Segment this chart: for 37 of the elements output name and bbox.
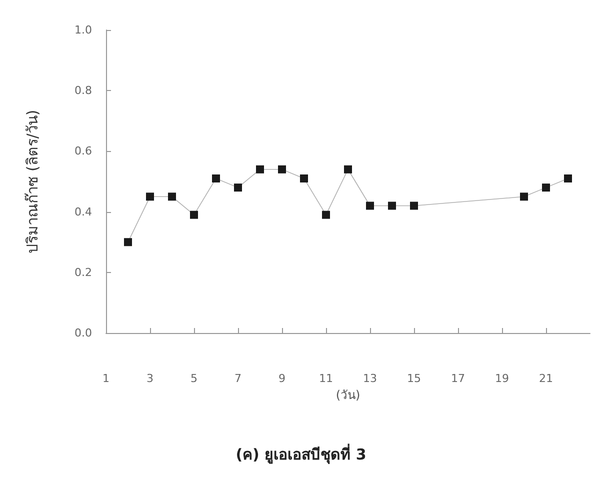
- y-tick-label: 0.0: [74, 326, 92, 340]
- point: [344, 165, 352, 174]
- point: [322, 210, 330, 219]
- x-tick-label: 21: [539, 372, 553, 385]
- point: [366, 202, 374, 210]
- y-tick-label: 0.2: [74, 266, 92, 279]
- point: [190, 210, 198, 219]
- point: [278, 165, 286, 174]
- point: [124, 238, 132, 246]
- point: [234, 184, 242, 192]
- text: (ค) ยูเอเอสบีชุดที่ 3: [236, 444, 366, 464]
- y-tick-label: 0.4: [74, 205, 92, 218]
- x-tick-label: 7: [234, 372, 242, 385]
- y-tick-label: 1.0: [74, 24, 92, 36]
- y-axis-title: ปริมาณก๊าซ (ลิตร/วัน): [24, 110, 42, 254]
- point: [168, 192, 176, 201]
- x-tick-label: 13: [363, 372, 377, 385]
- x-tick-label: 1: [102, 372, 110, 385]
- point: [256, 165, 264, 174]
- x-tick-label: 3: [146, 372, 154, 385]
- point: [300, 174, 308, 182]
- point: [542, 184, 550, 192]
- y-tick-label: 0.8: [74, 84, 92, 98]
- x-tick-label: 9: [278, 372, 286, 385]
- point: [564, 174, 572, 182]
- x-tick-label: 15: [407, 372, 421, 385]
- point: [520, 192, 528, 201]
- x-tick-label: 11: [319, 372, 333, 385]
- x-tick-label: 5: [190, 372, 198, 385]
- point: [146, 192, 154, 201]
- y-tick-label: 0.6: [74, 144, 92, 158]
- x-tick-label: 17: [451, 372, 465, 385]
- point: [410, 202, 418, 210]
- point: [212, 174, 220, 182]
- x-axis-title: (วัน): [336, 388, 360, 402]
- point: [388, 202, 396, 210]
- x-tick-label: 19: [495, 372, 509, 385]
